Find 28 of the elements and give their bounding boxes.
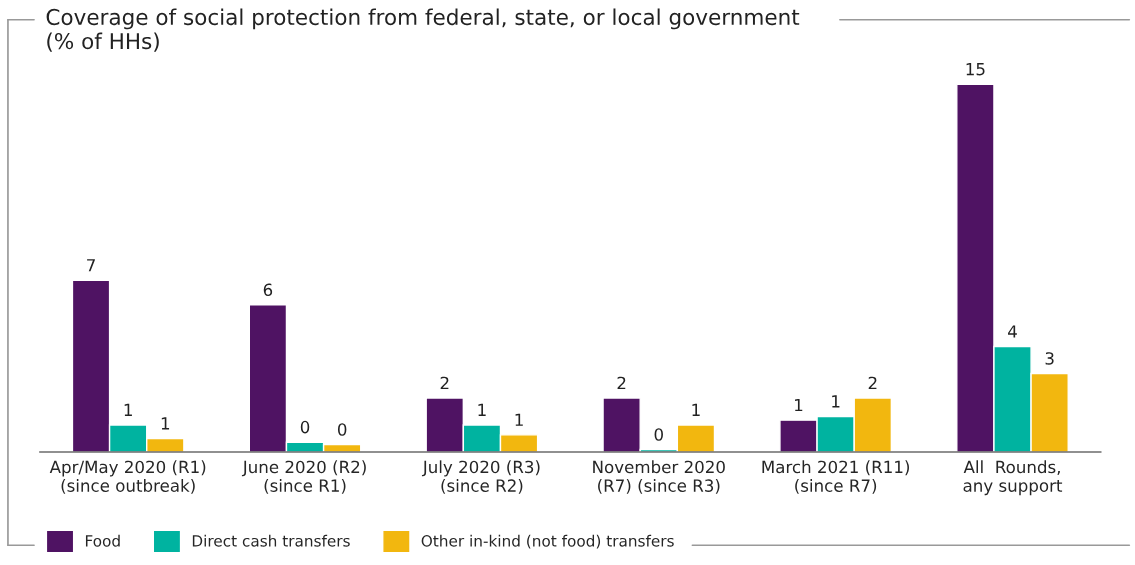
- data-label: 3: [1045, 352, 1054, 365]
- data-label: 15: [966, 63, 985, 76]
- x-tick-label: March 2021 (R11) (since R7): [762, 460, 910, 494]
- legend-label: Food: [85, 534, 120, 547]
- data-label: 1: [692, 403, 700, 417]
- x-tick-label: All Rounds, any support: [963, 460, 1063, 496]
- data-label: 0: [654, 428, 663, 441]
- x-tick-label: July 2020 (R3) (since R2): [421, 460, 540, 494]
- x-tick-label: November 2020 (R7) (since R3): [593, 460, 725, 494]
- data-label: 2: [440, 376, 449, 390]
- legend-label: Direct cash transfers: [192, 534, 350, 547]
- data-label: 6: [263, 283, 273, 297]
- data-label: 1: [832, 395, 840, 408]
- data-label: 1: [515, 413, 523, 426]
- legend-label: Other in-kind (not food) transfers: [421, 534, 674, 549]
- data-label: 2: [868, 376, 877, 390]
- data-label: 1: [478, 403, 486, 417]
- data-label: 2: [617, 376, 626, 390]
- data-label: 7: [87, 259, 95, 272]
- data-label: 0: [337, 423, 347, 436]
- chart-title: Coverage of social protection from federal, state, or local government (% of HHs): [46, 8, 800, 52]
- data-label: 1: [795, 398, 803, 412]
- data-label: 0: [300, 420, 310, 434]
- data-label: 1: [124, 403, 132, 417]
- x-tick-label: June 2020 (R2) (since R1): [241, 460, 366, 494]
- x-tick-label: Apr/May 2020 (R1) (since outbreak): [49, 460, 206, 494]
- data-label: 4: [1008, 325, 1017, 338]
- data-label: 1: [161, 417, 170, 430]
